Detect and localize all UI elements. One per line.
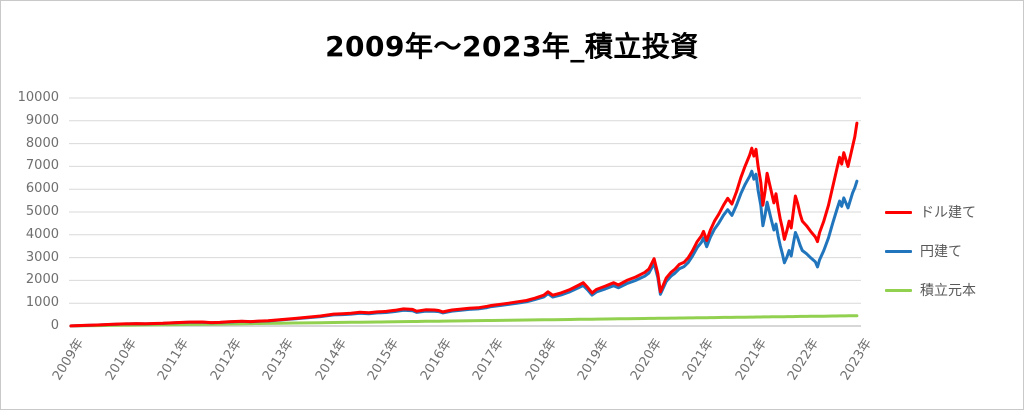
series-line-jpy: [69, 169, 859, 328]
y-tick-label: 6000: [25, 181, 59, 197]
x-tick: 2009年: [50, 334, 117, 383]
x-tick: 2020年: [628, 334, 695, 383]
x-tick: 2016年: [418, 334, 485, 383]
y-tick-label: 4000: [25, 226, 59, 242]
legend-label-principal: 積立元本: [920, 283, 976, 299]
legend-line-usd: [885, 210, 912, 214]
legend-label-usd: ドル建て: [920, 205, 976, 221]
x-tick: 2021年: [680, 334, 747, 383]
x-tick: 2012年: [208, 334, 275, 383]
legend-item-jpy: 円建て: [885, 241, 976, 261]
series-line-principal: [69, 314, 859, 328]
x-tick: 2018年: [523, 334, 590, 383]
y-tick-label: 8000: [25, 135, 59, 151]
legend: ドル建て円建て積立元本: [885, 202, 976, 300]
legend-line-jpy: [885, 249, 912, 253]
legend-label-jpy: 円建て: [920, 244, 962, 260]
y-tick-label: 9000: [25, 112, 59, 128]
y-tick-label: 3000: [25, 249, 59, 265]
x-tick: 2014年: [313, 334, 380, 383]
x-tick: 2023年: [838, 334, 905, 383]
x-tick: 2017年: [470, 334, 537, 383]
chart-title: 2009年～2023年_積立投資: [325, 30, 699, 63]
x-tick: 2022年: [785, 334, 852, 383]
x-tick: 2011年: [155, 334, 222, 383]
x-tick: 2019年: [575, 334, 642, 383]
y-tick-label: 1000: [25, 295, 59, 311]
x-tick: 2021年: [733, 334, 800, 383]
x-tick: 2013年: [260, 334, 327, 383]
legend-item-usd: ドル建て: [885, 202, 976, 222]
x-tick: 2010年: [102, 334, 170, 383]
y-tick-label: 10000: [17, 90, 59, 105]
y-tick-label: 5000: [25, 204, 59, 219]
y-tick-label: 2000: [25, 272, 59, 288]
series-line-usd: [69, 121, 859, 328]
y-tick-label: 0: [50, 318, 59, 333]
y-tick-label: 7000: [25, 158, 59, 174]
legend-line-principal: [885, 288, 912, 292]
legend-item-principal: 積立元本: [885, 280, 976, 300]
x-tick: 2015年: [365, 334, 432, 383]
